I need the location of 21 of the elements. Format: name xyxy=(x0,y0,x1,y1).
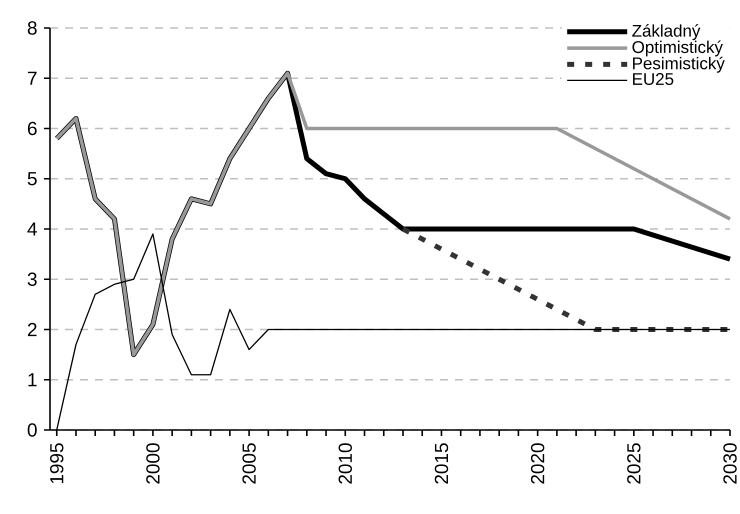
x-tick-label: 2015 xyxy=(434,443,448,484)
legend-label: Optimistický xyxy=(632,40,723,56)
legend-label: Pesimistický xyxy=(633,56,725,73)
y-tick-label: 6 xyxy=(28,122,37,136)
x-tick-label: 2000 xyxy=(146,443,160,484)
y-tick-label: 5 xyxy=(28,172,37,186)
y-tick-label: 7 xyxy=(28,72,37,85)
x-tick-label: 2030 xyxy=(723,443,737,484)
x-tick-label: 2010 xyxy=(338,443,352,484)
x-tick-label: 1995 xyxy=(50,443,64,484)
x-tick-label: 2005 xyxy=(242,443,256,484)
legend-label: Základný xyxy=(632,24,700,40)
y-tick-label: 8 xyxy=(28,21,37,35)
y-tick-label: 0 xyxy=(28,423,37,437)
y-tick-label: 3 xyxy=(28,272,37,286)
y-tick-label: 2 xyxy=(28,322,37,336)
x-tick-label: 2025 xyxy=(627,443,641,484)
x-tick-label: 2020 xyxy=(530,443,544,484)
y-tick-label: 4 xyxy=(27,222,37,236)
y-tick-label: 1 xyxy=(28,373,37,386)
legend-label: EU25 xyxy=(633,73,674,86)
